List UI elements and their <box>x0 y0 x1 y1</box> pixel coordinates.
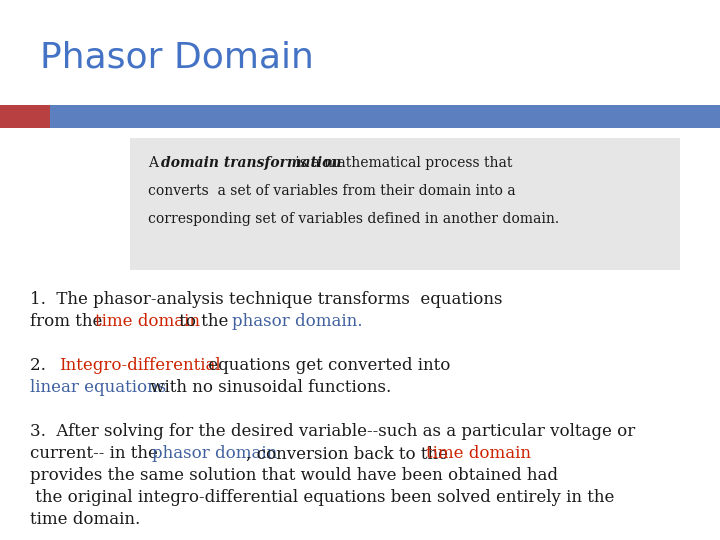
Text: , conversion back to the: , conversion back to the <box>246 446 454 462</box>
Text: is a mathematical process that: is a mathematical process that <box>291 156 513 170</box>
Text: converts  a set of variables from their domain into a: converts a set of variables from their d… <box>148 184 516 198</box>
Text: time domain: time domain <box>95 314 200 330</box>
Text: phasor domain: phasor domain <box>153 446 278 462</box>
Text: time domain.: time domain. <box>30 511 140 529</box>
Bar <box>130 138 680 270</box>
Text: Integro-differential: Integro-differential <box>59 357 220 375</box>
Bar <box>50 105 720 128</box>
Text: to the: to the <box>174 314 233 330</box>
Text: current-- in the: current-- in the <box>30 446 163 462</box>
Text: domain transformation: domain transformation <box>161 156 341 170</box>
Text: linear equations: linear equations <box>30 380 166 396</box>
Text: phasor domain.: phasor domain. <box>232 314 362 330</box>
Text: with no sinusoidal functions.: with no sinusoidal functions. <box>145 380 392 396</box>
Text: corresponding set of variables defined in another domain.: corresponding set of variables defined i… <box>148 212 559 226</box>
Text: A: A <box>148 156 163 170</box>
Text: equations get converted into: equations get converted into <box>203 357 450 375</box>
Text: the original integro-differential equations been solved entirely in the: the original integro-differential equati… <box>30 489 614 507</box>
Text: 2.: 2. <box>30 357 56 375</box>
Text: time domain: time domain <box>426 446 531 462</box>
Text: 1.  The phasor-analysis technique transforms  equations: 1. The phasor-analysis technique transfo… <box>30 292 503 308</box>
Text: Phasor Domain: Phasor Domain <box>40 41 314 75</box>
Text: provides the same solution that would have been obtained had: provides the same solution that would ha… <box>30 468 558 484</box>
Text: from the: from the <box>30 314 107 330</box>
Text: 3.  After solving for the desired variable--such as a particular voltage or: 3. After solving for the desired variabl… <box>30 423 635 441</box>
Bar <box>0 105 50 128</box>
